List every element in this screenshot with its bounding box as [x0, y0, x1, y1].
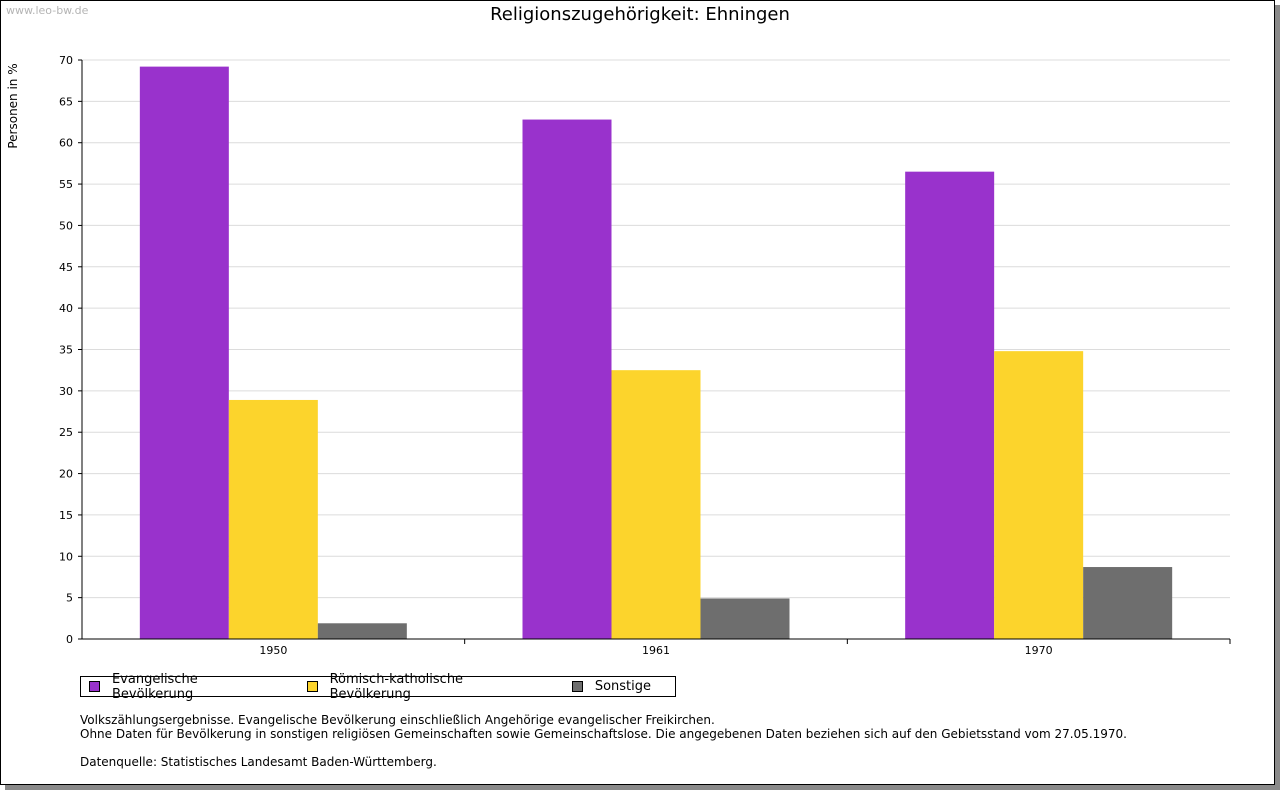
- watermark: www.leo-bw.de: [6, 4, 89, 17]
- x-tick-label: 1970: [1025, 644, 1053, 657]
- y-tick-label: 5: [66, 592, 73, 605]
- legend-swatch-katholisch: [306, 681, 318, 692]
- y-tick-label: 60: [59, 137, 73, 150]
- y-tick-label: 65: [59, 95, 73, 108]
- note-line-2: Ohne Daten für Bevölkerung in sonstigen …: [80, 727, 1127, 741]
- y-tick-label: 35: [59, 344, 73, 357]
- legend: Evangelische Bevölkerung Römisch-katholi…: [80, 672, 676, 702]
- bar-1970-1: [905, 171, 995, 639]
- bar-chart: 0 5 10 15 20 25 30 35 40 45 50 55 60 65 70 1950 1961 1970: [59, 54, 1231, 657]
- x-tick-label: 1950: [259, 644, 287, 657]
- bar-1970-2: [994, 351, 1084, 639]
- legend-swatch-evangelisch: [89, 681, 100, 692]
- bar-1970-3: [1083, 567, 1173, 639]
- data-source: Datenquelle: Statistisches Landesamt Bad…: [80, 755, 437, 769]
- legend-item-katholisch: Römisch-katholische Bevölkerung: [306, 671, 548, 702]
- y-tick-label: 10: [59, 550, 73, 563]
- y-tick-label: 45: [59, 261, 73, 274]
- y-tick-label: 30: [59, 385, 73, 398]
- bar-1961-2: [611, 370, 701, 639]
- y-tick-label: 20: [59, 468, 73, 481]
- x-tick-label: 1961: [642, 644, 670, 657]
- legend-label-evangelisch: Evangelische Bevölkerung: [111, 671, 198, 702]
- y-tick-label: 55: [59, 178, 73, 191]
- chart-title: Religionszugehörigkeit: Ehningen: [490, 4, 790, 25]
- y-tick-label: 50: [59, 219, 73, 232]
- bar-1961-3: [700, 598, 790, 639]
- chart-notes: Volkszählungsergebnisse. Evangelische Be…: [80, 713, 1127, 769]
- legend-label-katholisch: Römisch-katholische Bevölkerung: [329, 671, 464, 702]
- legend-swatch-sonstige: [571, 681, 583, 692]
- y-tick-label: 70: [59, 54, 73, 67]
- y-tick-label: 25: [59, 426, 73, 439]
- y-tick-label: 40: [59, 302, 73, 315]
- bar-1961-1: [522, 119, 612, 640]
- y-tick-label: 0: [66, 633, 73, 646]
- bar-1950-2: [228, 399, 318, 639]
- bar-1950-1: [139, 66, 229, 640]
- legend-item-evangelisch: Evangelische Bevölkerung: [89, 672, 283, 702]
- legend-item-sonstige: Sonstige: [571, 679, 651, 694]
- y-tick-label: 15: [59, 509, 73, 522]
- legend-label-sonstige: Sonstige: [594, 679, 651, 694]
- bar-1950-3: [317, 623, 407, 639]
- note-line-1: Volkszählungsergebnisse. Evangelische Be…: [80, 713, 715, 727]
